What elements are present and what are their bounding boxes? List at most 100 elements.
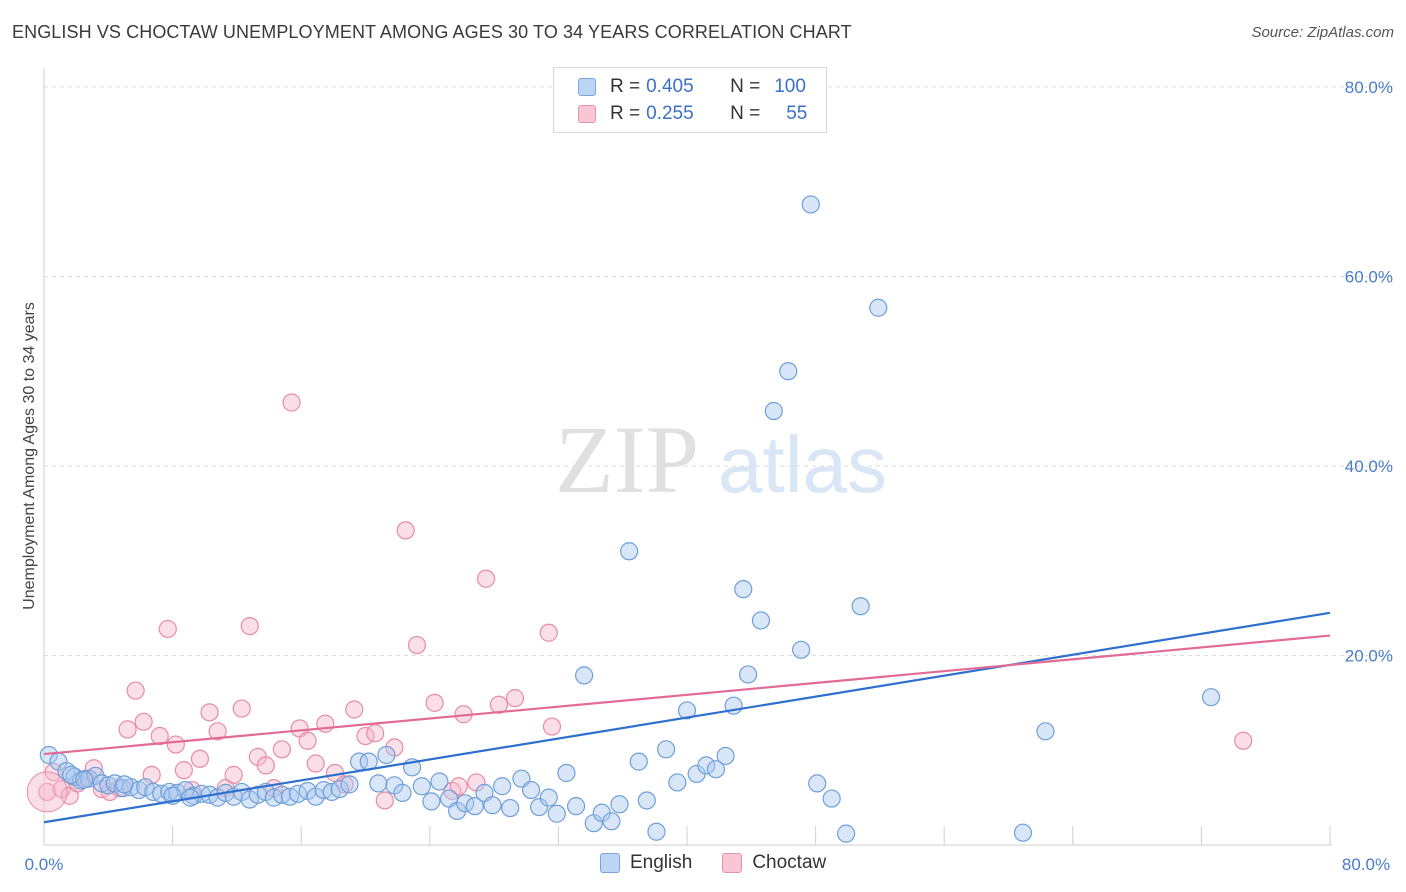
choctaw-r-label: R =: [610, 103, 641, 124]
choctaw-point-54: [449, 777, 468, 796]
english-point-7: [92, 774, 111, 793]
choctaw-point-37: [345, 700, 364, 719]
choctaw-point-33: [306, 754, 325, 773]
points-english: [39, 195, 1221, 843]
english-point-83: [751, 611, 771, 630]
english-point-63: [566, 797, 586, 816]
choctaw-point-43: [407, 635, 427, 655]
english-point-69: [620, 542, 639, 561]
english-trend-line: [43, 611, 1331, 824]
english-point-64: [575, 666, 594, 685]
english-point-6: [86, 766, 105, 785]
english-point-71: [637, 791, 656, 810]
y-tick-label-20: 20.0%: [1345, 646, 1393, 665]
choctaw-point-40: [375, 791, 394, 810]
watermark-zip: ZIP: [555, 406, 699, 513]
choctaw-point-0: [38, 782, 57, 802]
x-tick-label-max: 80.0%: [1342, 855, 1390, 874]
english-point-91: [851, 597, 870, 616]
english-point-77: [697, 756, 716, 775]
english-n-label: N =: [730, 76, 761, 97]
english-point-61: [547, 804, 566, 823]
choctaw-point-21: [208, 722, 227, 741]
choctaw-point-19: [190, 749, 210, 768]
english-point-47: [422, 792, 441, 811]
english-swatch: [578, 78, 596, 96]
english-point-68: [610, 795, 629, 814]
x-tick-label-min: 0.0%: [25, 855, 64, 874]
english-point-84: [764, 401, 783, 421]
english-point-72: [647, 822, 666, 841]
english-point-8: [99, 776, 118, 795]
choctaw-r-value: 0.255: [646, 103, 694, 124]
choctaw-point-15: [158, 619, 177, 639]
y-tick-label-80: 80.0%: [1345, 78, 1393, 97]
trend-lines: [43, 611, 1331, 824]
choctaw-point-23: [224, 765, 243, 784]
english-n-value: 100: [774, 76, 806, 97]
english-point-67: [602, 812, 621, 831]
english-point-95: [1201, 688, 1221, 707]
english-r-value: 0.405: [646, 76, 694, 97]
english-point-56: [501, 798, 520, 818]
choctaw-point-52: [542, 717, 562, 736]
english-point-75: [677, 701, 697, 720]
correlation-legend: R = 0.405 N = 100 R = 0.255 N = 55: [553, 67, 827, 133]
english-point-87: [801, 195, 820, 214]
choctaw-point-29: [272, 740, 292, 759]
y-axis-label: Unemployment Among Ages 30 to 34 years: [21, 302, 38, 610]
source-credit: Source: ZipAtlas.com: [1251, 24, 1394, 41]
english-point-92: [869, 298, 888, 317]
english-point-93: [1013, 823, 1033, 842]
english-point-58: [521, 780, 541, 800]
english-point-52: [465, 797, 484, 816]
choctaw-point-51: [539, 623, 558, 642]
choctaw-point-42: [396, 521, 415, 540]
choctaw-point-39: [366, 724, 385, 743]
choctaw-point-large: [26, 771, 68, 813]
choctaw-point-12: [134, 712, 153, 731]
choctaw-point-49: [489, 695, 509, 714]
choctaw-point-17: [174, 761, 193, 780]
y-tick-labels: 20.0% 40.0% 60.0% 80.0%: [1345, 78, 1393, 666]
y-tick-label-40: 40.0%: [1345, 457, 1393, 476]
choctaw-point-11: [126, 681, 145, 700]
english-point-0: [39, 745, 58, 765]
english-point-48: [430, 772, 449, 791]
english-point-79: [716, 746, 735, 766]
series-legend: English Choctaw: [600, 852, 856, 874]
choctaw-trend-line: [43, 634, 1331, 756]
series-legend-english-label: English: [630, 852, 693, 873]
series-legend-english: English: [600, 852, 692, 874]
chart-title: ENGLISH VS CHOCTAW UNEMPLOYMENT AMONG AG…: [12, 22, 852, 42]
grid-lines: [44, 86, 1392, 656]
english-point-98: [115, 775, 134, 794]
choctaw-point-44: [425, 693, 444, 712]
y-tick-label-60: 60.0%: [1345, 267, 1393, 286]
english-point-86: [792, 640, 811, 659]
english-r-label: R =: [610, 76, 641, 97]
points-choctaw: [26, 393, 1253, 813]
english-point-74: [668, 773, 687, 792]
english-point-55: [493, 777, 512, 796]
series-legend-choctaw: Choctaw: [722, 852, 826, 874]
english-point-44: [393, 783, 412, 802]
english-point-41: [369, 774, 388, 793]
english-point-46: [412, 777, 431, 796]
choctaw-point-25: [240, 617, 259, 636]
english-point-82: [738, 665, 758, 684]
watermark: ZIP atlas: [555, 406, 887, 513]
choctaw-point-10: [118, 720, 137, 739]
series-legend-english-swatch: [600, 853, 620, 873]
english-point-85: [779, 362, 798, 381]
legend-row-choctaw: R = 0.255 N = 55: [578, 100, 807, 128]
english-point-60: [539, 788, 558, 807]
legend-row-english: R = 0.405 N = 100: [578, 73, 806, 101]
choctaw-point-32: [298, 731, 317, 750]
series-legend-choctaw-swatch: [722, 853, 743, 873]
choctaw-n-value: 55: [786, 103, 808, 124]
choctaw-point-50: [505, 689, 525, 708]
choctaw-swatch: [578, 105, 596, 123]
english-point-38: [340, 775, 359, 794]
